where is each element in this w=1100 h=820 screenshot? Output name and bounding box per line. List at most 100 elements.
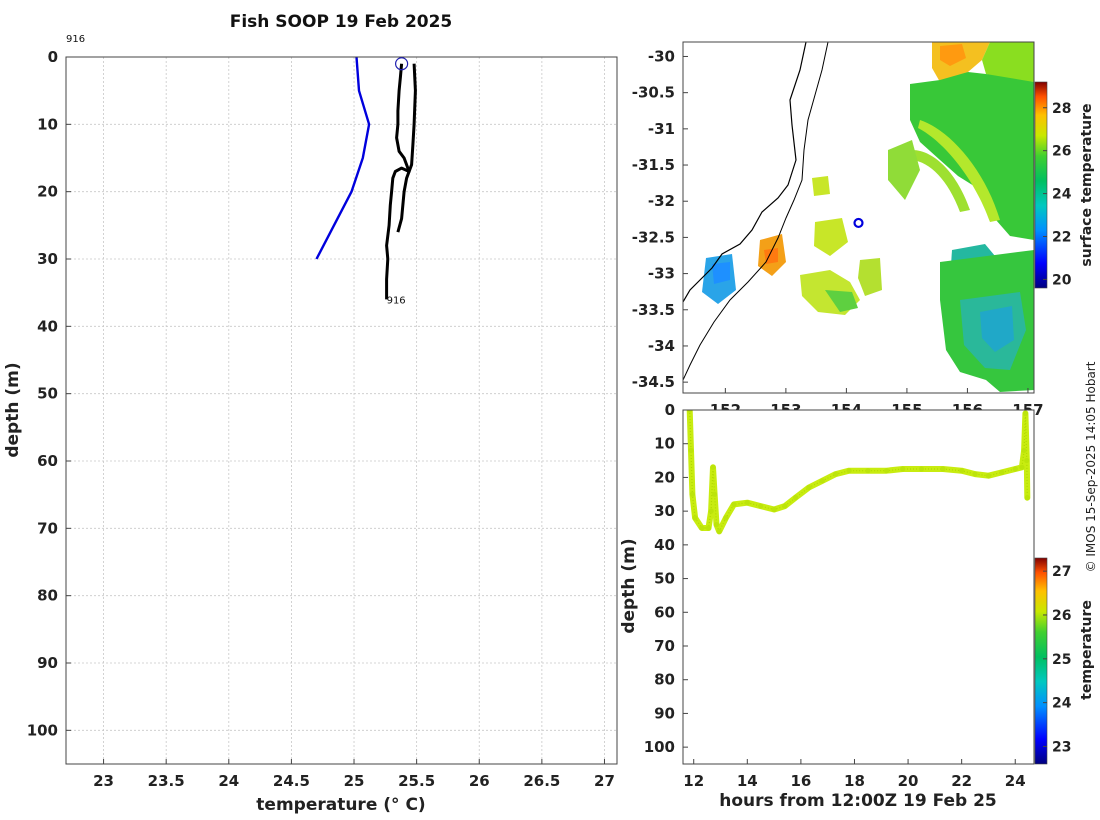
sst-patch-mid-east xyxy=(858,258,882,296)
sst-colorbar-tick-label: 20 xyxy=(1052,272,1072,288)
profile-ticks: 23 23.5 24 24.5 25 25.5 26 26.5 27 0 10 20 30 40 50 60 7… xyxy=(27,34,615,790)
track-xtick-label: 16 xyxy=(790,772,811,790)
track-xtick-label: 24 xyxy=(1005,772,1026,790)
track-xtick-label: 20 xyxy=(898,772,919,790)
track-frame xyxy=(682,409,1035,765)
sst-patch-small xyxy=(812,176,830,196)
map-ytick-label: -34 xyxy=(648,337,675,355)
profile-panel: 23 23.5 24 24.5 25 25.5 26 26.5 27 0 10 20 30 40 50 60 7… xyxy=(3,34,618,815)
track-point xyxy=(846,468,852,474)
sst-patch-coldest-southeast xyxy=(980,306,1014,352)
map-frame xyxy=(682,41,1035,394)
track-point xyxy=(744,500,750,506)
track-ytick-label: 70 xyxy=(654,637,675,655)
track-point xyxy=(900,466,906,472)
profile-xtick-label: 24 xyxy=(218,772,239,790)
profile-ytick-label: 50 xyxy=(37,385,58,403)
profile-surface-marker xyxy=(395,57,409,71)
profile-line-descent xyxy=(396,63,417,233)
temperature-colorbar xyxy=(1034,557,1048,765)
map-ytick-label: -31.5 xyxy=(632,156,675,174)
profile-xtick-label: 23.5 xyxy=(148,772,185,790)
track-point xyxy=(999,469,1005,475)
profile-annotation-bottom: 916 xyxy=(387,295,406,306)
track-point xyxy=(1021,447,1027,454)
profile-ytick-label: 60 xyxy=(37,452,58,470)
track-point xyxy=(699,525,705,531)
profile-ytick-label: 40 xyxy=(37,317,58,335)
sst-patch-yellowgreen-north xyxy=(982,42,1034,82)
track-ytick-label: 80 xyxy=(654,671,675,689)
track-xtick-label: 14 xyxy=(737,772,758,790)
track-point xyxy=(731,501,737,507)
sst-colorbar-tick-label: 22 xyxy=(1052,230,1071,246)
track-ticks: 12 14 16 18 20 22 24 0 10 20 30 40 50 60 70 80 90 100 xyxy=(644,401,1026,790)
sst-filament-inner xyxy=(912,150,970,212)
sst-patch-eddy xyxy=(910,72,1034,240)
track-point xyxy=(688,447,694,454)
temperature-colorbar-tick-label: 24 xyxy=(1052,696,1072,712)
track-point xyxy=(692,515,698,521)
coastline xyxy=(683,42,807,303)
temperature-colorbar-tick-label: 25 xyxy=(1052,652,1071,668)
map-ytick-label: -33 xyxy=(648,265,675,283)
track-point xyxy=(884,468,890,474)
map-ytick-label: -31 xyxy=(648,120,675,138)
track-point xyxy=(1019,464,1025,470)
track-ylabel: depth (m) xyxy=(619,538,639,633)
track-ytick-label: 40 xyxy=(654,536,675,554)
track-ytick-label: 60 xyxy=(654,603,675,621)
track-point xyxy=(792,495,799,501)
profile-ytick-label: 80 xyxy=(37,587,58,605)
temperature-colorbar-label: temperature xyxy=(1079,600,1095,700)
map-ytick-label: -32.5 xyxy=(632,228,675,246)
track-point xyxy=(713,522,720,528)
track-point xyxy=(689,491,695,497)
sst-colorbar xyxy=(1034,81,1048,289)
track-panel: 12 14 16 18 20 22 24 0 10 20 30 40 50 60 70 80 90 100 hou… xyxy=(619,401,1095,811)
track-point xyxy=(712,491,718,497)
track-point xyxy=(1012,466,1018,472)
track-point xyxy=(972,471,978,477)
map-ytick-label: -30 xyxy=(648,47,675,65)
profile-ytick-label: 30 xyxy=(37,250,58,268)
profile-ytick-label: 100 xyxy=(27,721,58,739)
sst-patch-hot-north xyxy=(940,44,966,66)
track-xlabel: hours from 12:00Z 19 Feb 25 xyxy=(719,791,997,811)
map-ytick-label: -33.5 xyxy=(632,301,675,319)
track-point xyxy=(708,508,714,514)
track-ytick-label: 0 xyxy=(665,401,675,419)
temperature-colorbar-tick-label: 23 xyxy=(1052,739,1071,755)
profile-xtick-label: 27 xyxy=(594,772,615,790)
track-point xyxy=(1022,410,1029,416)
sst-patch-mid xyxy=(814,218,848,256)
track-series xyxy=(686,410,1031,535)
track-point xyxy=(940,466,946,472)
profile-grid xyxy=(66,56,617,764)
profile-line-climatology xyxy=(315,57,371,260)
track-point xyxy=(771,506,777,513)
profile-xtick-label: 26.5 xyxy=(523,772,560,790)
profile-plot-area xyxy=(66,57,617,764)
profile-xlabel: temperature (° C) xyxy=(256,795,425,815)
track-xtick-label: 18 xyxy=(844,772,865,790)
track-ytick-label: 10 xyxy=(654,435,675,453)
sst-filament xyxy=(918,120,1000,222)
credit-text: © IMOS 15-Sep-2025 14:05 Hobart xyxy=(1084,361,1098,572)
track-ytick-label: 50 xyxy=(654,570,675,588)
sst-colorbar-tick-label: 26 xyxy=(1052,144,1071,160)
track-plot-area xyxy=(683,410,1034,764)
profile-annotation-top: 916 xyxy=(66,34,85,45)
track-point xyxy=(1024,457,1030,464)
profile-series xyxy=(315,57,417,300)
track-point xyxy=(1024,495,1030,501)
track-point xyxy=(959,468,965,474)
profile-xtick-label: 23 xyxy=(93,772,114,790)
track-point xyxy=(865,468,871,474)
profile-ylabel: depth (m) xyxy=(3,362,23,457)
track-ytick-label: 30 xyxy=(654,502,675,520)
map-ytick-label: -30.5 xyxy=(632,84,675,102)
map-ytick-label: -32 xyxy=(648,192,675,210)
track-point xyxy=(806,484,812,491)
